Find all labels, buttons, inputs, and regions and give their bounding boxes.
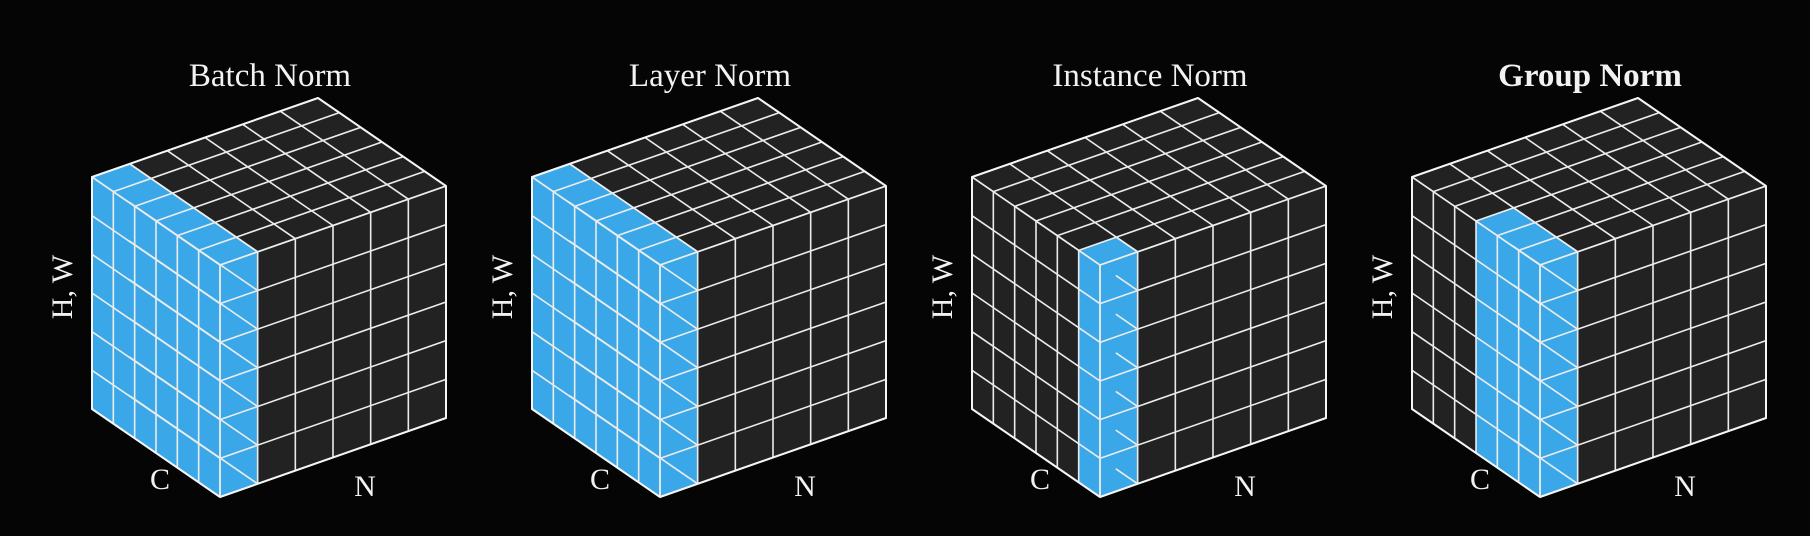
- grid-line: [1115, 352, 1139, 369]
- axis-label-n: N: [1234, 470, 1256, 503]
- grid-line: [128, 317, 259, 408]
- grid-line: [568, 317, 699, 408]
- grid-line: [1115, 391, 1139, 408]
- grid-line: [128, 201, 259, 292]
- grid-line: [1512, 284, 1579, 330]
- panel-title: Layer Norm: [629, 58, 792, 94]
- axis-label-hw: H, W: [46, 254, 79, 319]
- axis-label-hw: H, W: [1366, 254, 1399, 319]
- grid-line: [1115, 468, 1139, 485]
- cube-outline: [971, 97, 1327, 498]
- cube-outline: [91, 97, 447, 498]
- panel-instance-norm: Instance Norm H, W C N: [926, 58, 1327, 503]
- cube-grid: [971, 97, 1327, 498]
- panel-layer-norm: Layer Norm H, W C N: [486, 58, 887, 503]
- grid-line: [568, 279, 699, 369]
- grid-line: [719, 110, 850, 200]
- grid-line: [128, 240, 259, 330]
- grid-line: [128, 163, 259, 253]
- axis-label-c: C: [590, 463, 610, 496]
- panel-group-norm: Group Norm H, W C N: [1366, 58, 1767, 503]
- axis-label-c: C: [1470, 463, 1490, 496]
- panel-title: Group Norm: [1498, 58, 1682, 94]
- grid-line: [568, 163, 699, 253]
- panel-title: Instance Norm: [1052, 58, 1248, 94]
- grid-line: [128, 279, 259, 369]
- grid-line: [1512, 245, 1579, 292]
- axis-label-hw: H, W: [926, 254, 959, 319]
- grid-line: [1115, 429, 1139, 446]
- axis-label-c: C: [150, 463, 170, 496]
- cube-outline: [1411, 97, 1767, 498]
- grid-line: [1512, 439, 1579, 485]
- grid-line: [1599, 110, 1730, 200]
- highlight-top: [1476, 207, 1578, 265]
- panel-title: Batch Norm: [189, 58, 352, 94]
- grid-line: [971, 369, 1101, 460]
- cube-grid: [531, 97, 887, 498]
- grid-line: [1115, 236, 1139, 253]
- axis-label-n: N: [794, 470, 816, 503]
- axis-label-hw: H, W: [486, 254, 519, 319]
- grid-line: [1512, 361, 1579, 408]
- grid-line: [568, 201, 699, 292]
- grid-line: [1512, 207, 1579, 253]
- panel-batch-norm: Batch Norm H, W C N: [46, 58, 447, 503]
- grid-line: [568, 356, 699, 446]
- grid-line: [1115, 275, 1139, 292]
- grid-line: [128, 356, 259, 446]
- axis-label-c: C: [1030, 463, 1050, 496]
- highlight-top: [1078, 237, 1138, 265]
- cube-outline: [531, 97, 887, 498]
- grid-line: [1115, 313, 1139, 330]
- grid-line: [279, 110, 410, 200]
- grid-line: [568, 240, 699, 330]
- grid-line: [1512, 323, 1579, 369]
- grid-line: [1159, 110, 1290, 200]
- grid-line: [1512, 400, 1579, 446]
- axis-label-n: N: [354, 470, 376, 503]
- axis-label-n: N: [1674, 470, 1696, 503]
- grid-line: [568, 395, 699, 485]
- grid-line: [128, 395, 259, 485]
